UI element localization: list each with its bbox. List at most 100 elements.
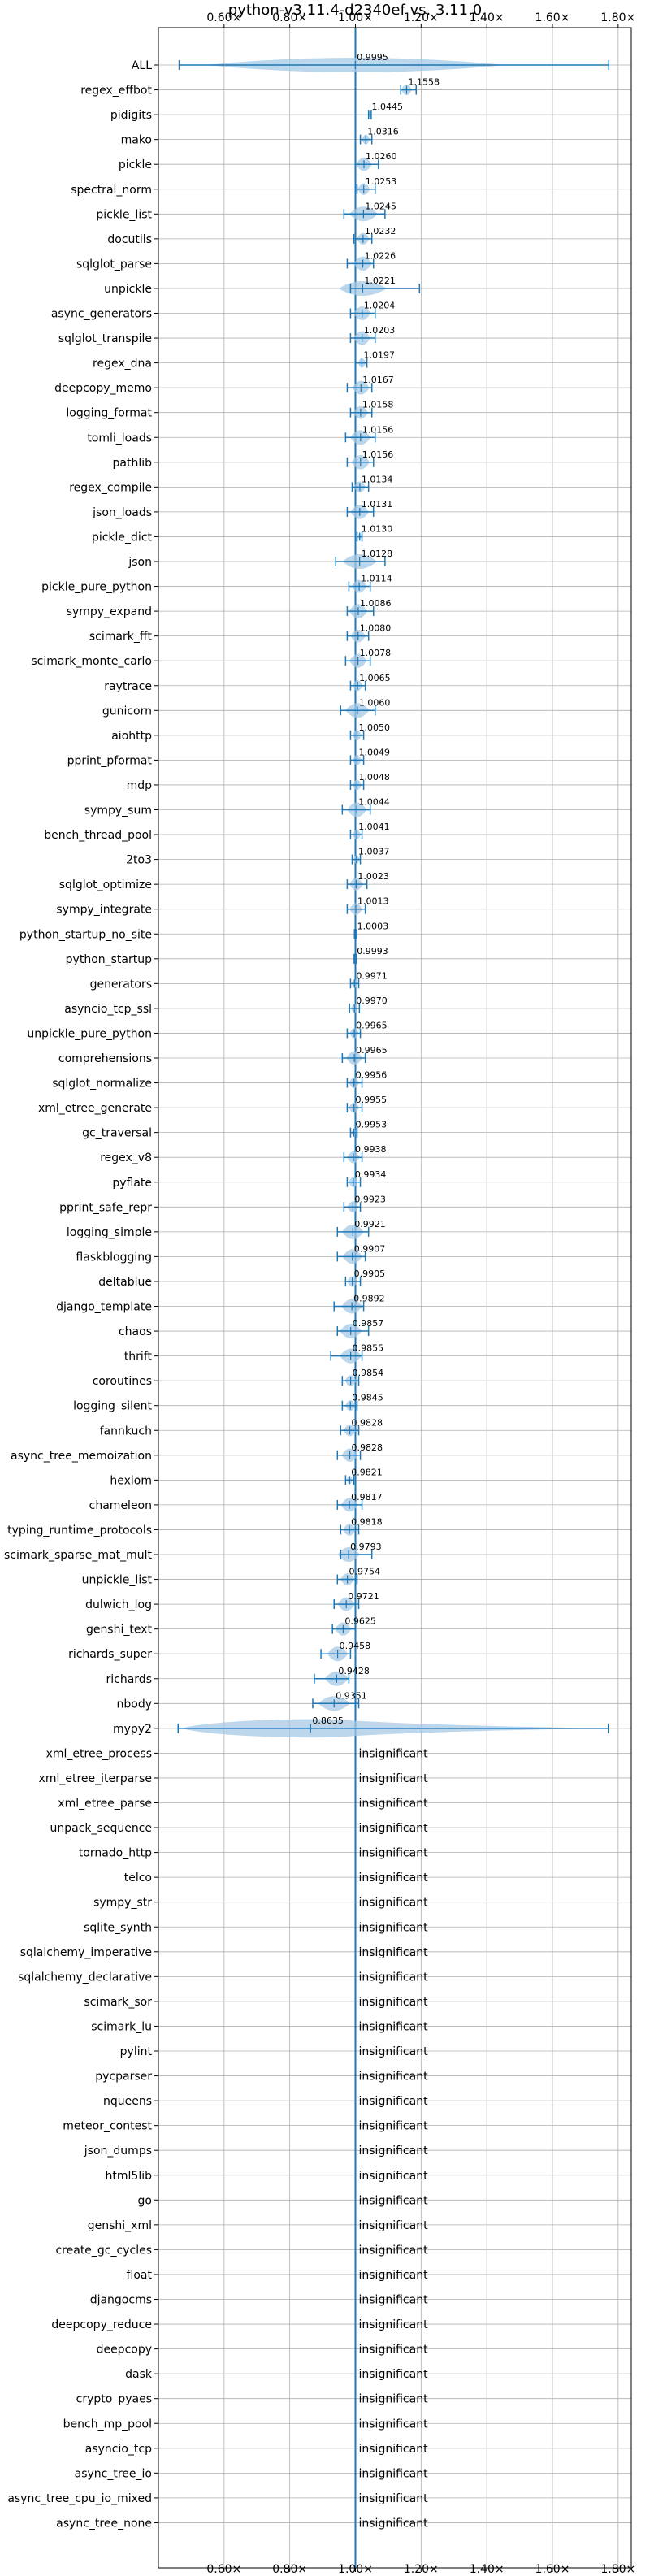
category-label: pprint_safe_repr xyxy=(59,1201,152,1214)
data-label: 1.0037 xyxy=(358,847,390,857)
data-label: 1.0156 xyxy=(362,449,394,460)
insignificant-label: insignificant xyxy=(359,2393,429,2406)
data-label: 0.9965 xyxy=(356,1045,388,1056)
category-label: fannkuch xyxy=(100,1425,152,1438)
insignificant-label: insignificant xyxy=(359,2020,429,2033)
category-label: html5lib xyxy=(106,2170,153,2183)
category-label: sympy_str xyxy=(93,1897,152,1910)
data-label: 0.9953 xyxy=(356,1120,388,1130)
category-label: pickle_list xyxy=(96,208,152,221)
insignificant-label: insignificant xyxy=(359,2170,429,2183)
category-label: pyflate xyxy=(112,1177,152,1190)
category-label: unpickle_list xyxy=(82,1574,153,1587)
data-label: 1.0080 xyxy=(360,623,392,634)
data-label: 1.0197 xyxy=(363,350,395,361)
category-label: sympy_integrate xyxy=(56,904,152,917)
category-label: deepcopy xyxy=(97,2344,152,2357)
category-label: aiohttp xyxy=(111,730,152,743)
data-label: 1.0316 xyxy=(367,127,399,137)
x-tick-label-top: 0.80× xyxy=(272,11,307,24)
category-label: richards_super xyxy=(68,1648,152,1661)
category-label: asyncio_tcp_ssl xyxy=(64,1003,152,1016)
data-label: 0.9995 xyxy=(357,52,388,63)
category-label: async_tree_none xyxy=(56,2517,152,2530)
insignificant-label: insignificant xyxy=(359,2294,429,2307)
data-label: 0.9793 xyxy=(350,1542,382,1552)
category-label: mdp xyxy=(127,779,153,792)
data-label: 0.9938 xyxy=(355,1144,387,1155)
insignificant-label: insignificant xyxy=(359,2269,429,2282)
insignificant-label: insignificant xyxy=(359,2045,429,2058)
data-label: 0.9993 xyxy=(357,946,388,956)
insignificant-label: insignificant xyxy=(359,1747,429,1760)
category-label: chaos xyxy=(119,1325,152,1338)
category-label: logging_silent xyxy=(73,1400,152,1413)
x-tick-label-top: 1.40× xyxy=(470,11,505,24)
insignificant-label: insignificant xyxy=(359,2318,429,2331)
data-label: 0.9907 xyxy=(354,1243,386,1254)
category-label: django_template xyxy=(56,1301,152,1314)
category-label: hexiom xyxy=(110,1474,152,1487)
category-label: async_tree_memoization xyxy=(11,1450,152,1463)
insignificant-label: insignificant xyxy=(359,2443,429,2456)
data-label: 0.9818 xyxy=(351,1516,383,1527)
data-label: 0.9845 xyxy=(352,1393,384,1403)
x-tick-label-bottom: 1.40× xyxy=(470,2563,505,2576)
category-label: logging_simple xyxy=(67,1226,152,1239)
data-label: 0.9828 xyxy=(352,1417,384,1428)
data-label: 0.9625 xyxy=(344,1616,376,1627)
category-label: xml_etree_process xyxy=(46,1747,152,1760)
insignificant-label: insignificant xyxy=(359,2467,429,2480)
category-label: chameleon xyxy=(89,1499,152,1512)
category-label: sqlglot_optimize xyxy=(59,878,152,891)
data-label: 1.0226 xyxy=(365,250,396,261)
data-label: 0.9971 xyxy=(356,970,388,981)
insignificant-label: insignificant xyxy=(359,1871,429,1884)
insignificant-label: insignificant xyxy=(359,2071,429,2084)
category-label: gunicorn xyxy=(102,705,152,718)
category-label: ALL xyxy=(132,59,152,72)
category-label: sqlglot_transpile xyxy=(58,332,152,345)
category-label: regex_compile xyxy=(69,481,152,494)
data-label: 1.0048 xyxy=(358,772,390,783)
plot-frame xyxy=(158,27,632,2569)
category-label: python_startup_no_site xyxy=(20,928,152,941)
category-label: generators xyxy=(90,978,152,991)
category-label: richards xyxy=(106,1673,153,1686)
data-label: 1.0253 xyxy=(366,176,397,187)
category-label: create_gc_cycles xyxy=(55,2244,152,2257)
category-label: sympy_expand xyxy=(67,605,152,618)
data-label: 1.0013 xyxy=(358,896,389,907)
insignificant-label: insignificant xyxy=(359,1897,429,1910)
category-label: json xyxy=(128,556,152,569)
insignificant-label: insignificant xyxy=(359,1847,429,1860)
category-label: float xyxy=(127,2269,153,2282)
data-label: 0.9821 xyxy=(351,1467,383,1477)
x-tick-label-top: 1.00× xyxy=(338,11,373,24)
data-label: 0.8635 xyxy=(312,1715,344,1726)
category-label: typing_runtime_protocols xyxy=(7,1524,152,1537)
data-label: 1.0445 xyxy=(371,102,403,112)
data-label: 1.0078 xyxy=(360,648,392,658)
category-label: tornado_http xyxy=(79,1847,152,1860)
category-label: pathlib xyxy=(113,457,153,470)
category-label: async_tree_cpu_io_mixed xyxy=(7,2492,152,2505)
data-label: 1.0049 xyxy=(358,747,390,757)
category-label: bench_thread_pool xyxy=(44,829,152,842)
category-label: pidigits xyxy=(110,109,152,122)
x-tick-label-bottom: 0.80× xyxy=(272,2563,307,2576)
category-label: thrift xyxy=(124,1351,153,1364)
category-label: flaskblogging xyxy=(76,1251,152,1264)
data-label: 0.9905 xyxy=(354,1268,386,1279)
data-label: 0.9854 xyxy=(353,1368,384,1378)
category-label: deepcopy_reduce xyxy=(51,2318,152,2331)
category-label: pickle_dict xyxy=(92,531,153,544)
category-label: gc_traversal xyxy=(82,1127,152,1140)
insignificant-label: insignificant xyxy=(359,2244,429,2257)
data-label: 0.9857 xyxy=(353,1318,384,1329)
labels-layer: 0.60× 0.60× 0.80× 0.80× 1.00× 1.00× 1.20× 1.20×… xyxy=(4,11,635,2576)
insignificant-label: insignificant xyxy=(359,1772,429,1785)
data-label: 1.0167 xyxy=(362,375,394,385)
data-label: 1.0023 xyxy=(358,871,389,882)
category-label: sqlalchemy_declarative xyxy=(18,1971,152,1984)
